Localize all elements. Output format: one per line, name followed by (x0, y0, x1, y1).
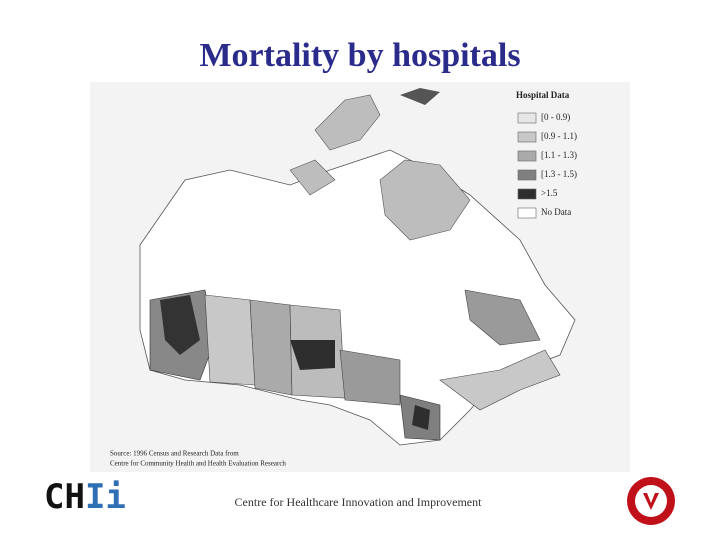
legend-label: [0.9 - 1.1) (541, 131, 577, 141)
emblem-mark (643, 493, 659, 510)
legend-swatch (517, 131, 537, 143)
logo-part: Ii (85, 477, 126, 517)
source-line: Centre for Community Health and Health E… (110, 460, 286, 468)
emblem-inner (635, 485, 667, 517)
island (314, 94, 381, 151)
island (400, 88, 440, 105)
legend-label: [1.3 - 1.5) (541, 169, 577, 179)
legend-swatch (517, 188, 537, 200)
legend-swatch (517, 112, 537, 124)
emblem (627, 477, 675, 525)
legend-label: No Data (541, 207, 571, 217)
legend: Hospital Data [0 - 0.9) [0.9 - 1.1) [1.1 -… (516, 90, 577, 219)
legend-title: Hospital Data (516, 90, 570, 100)
map (90, 82, 630, 472)
island (379, 159, 471, 241)
legend-label: [1.1 - 1.3) (541, 150, 577, 160)
source-line: Source: 1996 Census and Research Data fr… (110, 450, 239, 458)
legend-label: [0 - 0.9) (541, 112, 570, 122)
legend-label: >1.5 (541, 188, 558, 198)
region (290, 340, 335, 370)
island (289, 159, 336, 196)
region (464, 289, 541, 346)
footer-text: Centre for Healthcare Innovation and Imp… (235, 495, 483, 509)
region (439, 349, 561, 411)
region (412, 405, 430, 430)
region (160, 295, 200, 355)
source-note: Source: 1996 Census and Research Data fr… (110, 450, 286, 468)
slide-title: Mortality by hospitals (199, 37, 520, 74)
legend-swatch (517, 169, 537, 181)
footer: CHIi Centre for Healthcare Innovation an… (44, 477, 675, 525)
legend-swatch (517, 207, 537, 219)
region (204, 294, 256, 386)
region (249, 299, 293, 396)
logo: CHIi (44, 477, 126, 517)
legend-swatch (517, 150, 537, 162)
region (339, 349, 401, 406)
logo-part: CH (44, 477, 85, 517)
